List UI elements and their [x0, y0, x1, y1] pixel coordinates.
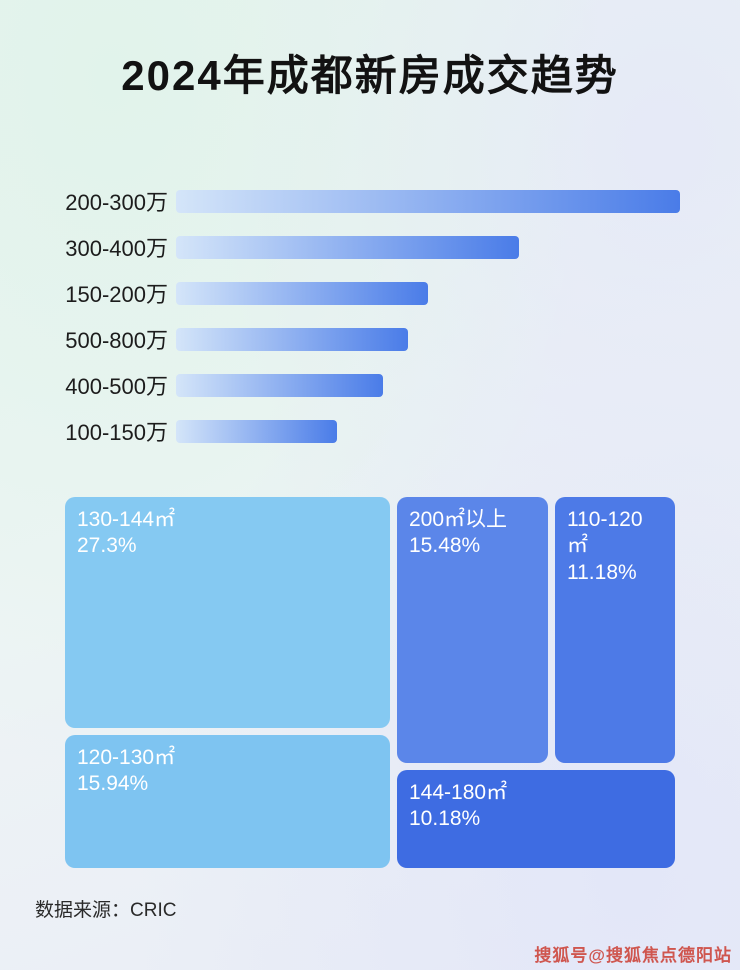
watermark: 搜狐号@搜狐焦点德阳站	[534, 946, 732, 965]
treemap-block: 110-120㎡ 11.18%	[555, 497, 675, 763]
bar	[176, 235, 519, 259]
treemap-block: 120-130㎡ 15.94%	[65, 735, 390, 868]
bar-category-label: 200-300万	[65, 190, 168, 215]
bar-category-label: 100-150万	[65, 420, 168, 445]
data-source-label: 数据来源：CRIC	[35, 900, 177, 921]
bar	[176, 373, 383, 397]
treemap-block: 200㎡以上 15.48%	[397, 497, 548, 763]
bar	[176, 281, 428, 305]
price-range-bar-chart: 200-300万 300-400万 150-200万 500-800万 400-…	[30, 178, 680, 454]
bar-row: 100-150万	[30, 408, 680, 454]
page-title: 2024年成都新房成交趋势	[121, 52, 619, 99]
bar-category-label: 500-800万	[65, 328, 168, 353]
treemap-percent-label: 15.48%	[409, 534, 481, 558]
treemap-range-label: 110-120㎡	[567, 508, 643, 558]
bar-track	[176, 327, 680, 351]
treemap-block: 130-144㎡ 27.3%	[65, 497, 390, 728]
bar-row: 300-400万	[30, 224, 680, 270]
area-range-treemap: 130-144㎡ 27.3% 120-130㎡ 15.94% 200㎡以上 15…	[65, 497, 675, 868]
treemap-block: 144-180㎡ 10.18%	[397, 770, 675, 868]
treemap-range-label: 120-130㎡	[77, 746, 176, 769]
bar-track	[176, 373, 680, 397]
bar-category-label: 400-500万	[65, 374, 168, 399]
treemap-percent-label: 10.18%	[409, 807, 481, 831]
treemap-range-label: 144-180㎡	[409, 781, 508, 804]
bar-track	[176, 281, 680, 305]
bar-row: 400-500万	[30, 362, 680, 408]
bar-track	[176, 189, 680, 213]
bar	[176, 327, 408, 351]
treemap-range-label: 130-144㎡	[77, 508, 176, 531]
treemap-percent-label: 27.3%	[77, 534, 137, 558]
bar-row: 150-200万	[30, 270, 680, 316]
bar	[176, 419, 338, 443]
bar-track	[176, 419, 680, 443]
bar	[176, 189, 680, 213]
bar-row: 200-300万	[30, 178, 680, 224]
treemap-percent-label: 11.18%	[567, 560, 637, 584]
bar-category-label: 300-400万	[65, 236, 168, 261]
treemap-percent-label: 15.94%	[77, 772, 149, 796]
bar-track	[176, 235, 680, 259]
treemap-range-label: 200㎡以上	[409, 508, 508, 531]
bar-category-label: 150-200万	[65, 282, 168, 307]
bar-row: 500-800万	[30, 316, 680, 362]
